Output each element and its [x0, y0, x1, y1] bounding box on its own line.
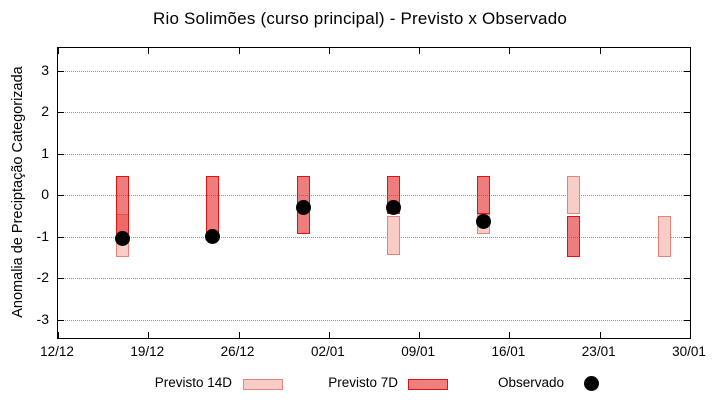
- gridline-y-2: [58, 278, 690, 279]
- x-tickmark-bottom: [328, 332, 330, 338]
- y-tickmark-right: [684, 70, 690, 72]
- x-tick-label: 30/01: [672, 344, 706, 359]
- y-tickmark-right: [684, 195, 690, 196]
- plot-area: [57, 47, 691, 339]
- legend-label-observado: Observado: [497, 375, 564, 390]
- observado-point: [295, 199, 311, 215]
- y-tickmark-left: [58, 195, 64, 196]
- legend-label-previsto-14d: Previsto 14D: [154, 375, 232, 390]
- legend-label-previsto-7d: Previsto 7D: [328, 375, 398, 390]
- observado-point: [114, 231, 130, 247]
- y-tickmark-right: [684, 278, 690, 279]
- previsto-7d-bar: [115, 176, 129, 235]
- x-tickmark-top: [509, 48, 511, 54]
- observado-point: [385, 199, 401, 215]
- x-tickmark-top: [148, 48, 150, 54]
- x-tick-label: 12/12: [40, 344, 74, 359]
- y-tickmark-left: [58, 319, 64, 321]
- y-tickmark-left: [58, 153, 64, 155]
- y-tickmark-left: [58, 70, 64, 72]
- x-tickmark-bottom: [599, 332, 601, 338]
- y-tickmark-right: [684, 112, 690, 113]
- gridline-y2: [58, 112, 690, 113]
- x-tick-label: 02/01: [310, 344, 345, 359]
- y-tick-label: -1: [36, 227, 49, 244]
- x-tickmark-bottom: [509, 332, 511, 338]
- x-tickmark-top: [238, 48, 240, 54]
- y-tick-label: 1: [41, 144, 49, 161]
- y-tick-label: -3: [36, 310, 49, 327]
- previsto-7d-bar: [567, 215, 581, 258]
- y-tick-label: -2: [36, 269, 49, 285]
- y-tick-label: 2: [41, 103, 49, 119]
- y-tick-label: 3: [41, 61, 49, 78]
- x-tickmark-bottom: [58, 332, 59, 338]
- gridline-y1: [58, 153, 690, 155]
- previsto-7d-bar: [477, 176, 491, 214]
- y-tick-label: 0: [41, 186, 49, 202]
- previsto-7d-bar: [206, 176, 220, 235]
- x-tick-label: 16/01: [491, 344, 526, 359]
- observado-point: [205, 229, 221, 244]
- x-tick-label: 09/01: [401, 344, 436, 359]
- y-tickmark-right: [684, 319, 690, 321]
- gridline-y-1: [58, 236, 690, 238]
- gridline-y0: [58, 195, 690, 196]
- previsto-14d-bar: [657, 215, 671, 258]
- gridline-y-3: [58, 319, 690, 321]
- previsto-14d-bar: [567, 176, 581, 214]
- x-tickmark-bottom: [148, 332, 150, 338]
- x-tickmark-top: [690, 48, 691, 54]
- legend-swatch-previsto-14d-icon: [243, 379, 283, 390]
- y-tickmark-right: [684, 236, 690, 238]
- x-tickmark-bottom: [419, 332, 421, 338]
- observado-point: [476, 214, 492, 230]
- x-tick-label: 26/12: [220, 344, 255, 359]
- x-tickmark-bottom: [690, 332, 691, 338]
- legend-swatch-previsto-7d-icon: [408, 379, 448, 390]
- y-tickmark-left: [58, 236, 64, 238]
- y-tickmark-left: [58, 112, 64, 113]
- y-tickmark-left: [58, 278, 64, 279]
- gridline-y3: [58, 70, 690, 72]
- x-tick-label: 19/12: [130, 344, 165, 359]
- legend-observado-dot-icon: [584, 376, 599, 391]
- y-tickmark-right: [684, 153, 690, 155]
- x-tick-label: 23/01: [581, 344, 616, 359]
- x-tickmark-bottom: [238, 332, 240, 338]
- x-tickmark-top: [328, 48, 330, 54]
- previsto-14d-bar: [386, 215, 400, 256]
- chart-title: Rio Solimões (curso principal) - Previst…: [152, 9, 568, 28]
- x-tickmark-top: [58, 48, 59, 54]
- x-tickmark-top: [419, 48, 421, 54]
- x-tickmark-top: [599, 48, 601, 54]
